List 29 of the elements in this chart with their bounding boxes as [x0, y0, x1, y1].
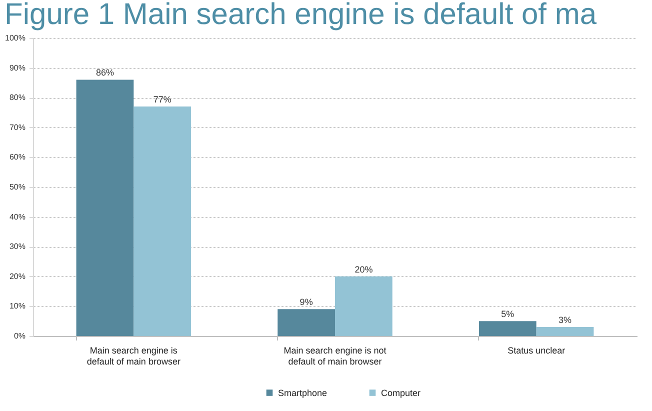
- data-label: 3%: [558, 315, 572, 326]
- y-tick-label: 10%: [9, 302, 26, 311]
- y-tick-label: 20%: [9, 272, 26, 281]
- y-tick-label: 60%: [9, 152, 26, 162]
- legend-label: Computer: [381, 388, 421, 398]
- x-tick-label: Main search engine is not default of main browser: [284, 346, 387, 366]
- bar: [76, 80, 134, 336]
- bar: [134, 106, 192, 336]
- y-tick-label: 80%: [9, 93, 26, 102]
- bar: [478, 321, 536, 336]
- y-tick-label: 50%: [9, 182, 26, 192]
- data-label: 20%: [354, 264, 373, 274]
- y-tick-label: 30%: [9, 242, 26, 252]
- x-tick-label: Main search engine is default of main browser: [86, 346, 180, 366]
- bar: [278, 309, 335, 336]
- x-tick-label: Status unclear: [508, 346, 566, 356]
- data-label: 9%: [300, 297, 313, 308]
- data-label: 5%: [501, 309, 514, 320]
- data-label: 77%: [153, 94, 172, 105]
- y-tick-label: 70%: [9, 122, 26, 132]
- y-tick-label: 100%: [5, 34, 26, 42]
- y-tick-label: 0%: [14, 332, 26, 340]
- data-label: 86%: [96, 68, 114, 78]
- chart-title: Figure 1 Main search engine is default of ma: [4, 0, 597, 31]
- bar: [536, 327, 594, 336]
- legend-label: Smartphone: [278, 388, 328, 398]
- y-tick-label: 90%: [9, 63, 26, 72]
- bar: [335, 276, 392, 336]
- y-tick-label: 40%: [9, 212, 26, 222]
